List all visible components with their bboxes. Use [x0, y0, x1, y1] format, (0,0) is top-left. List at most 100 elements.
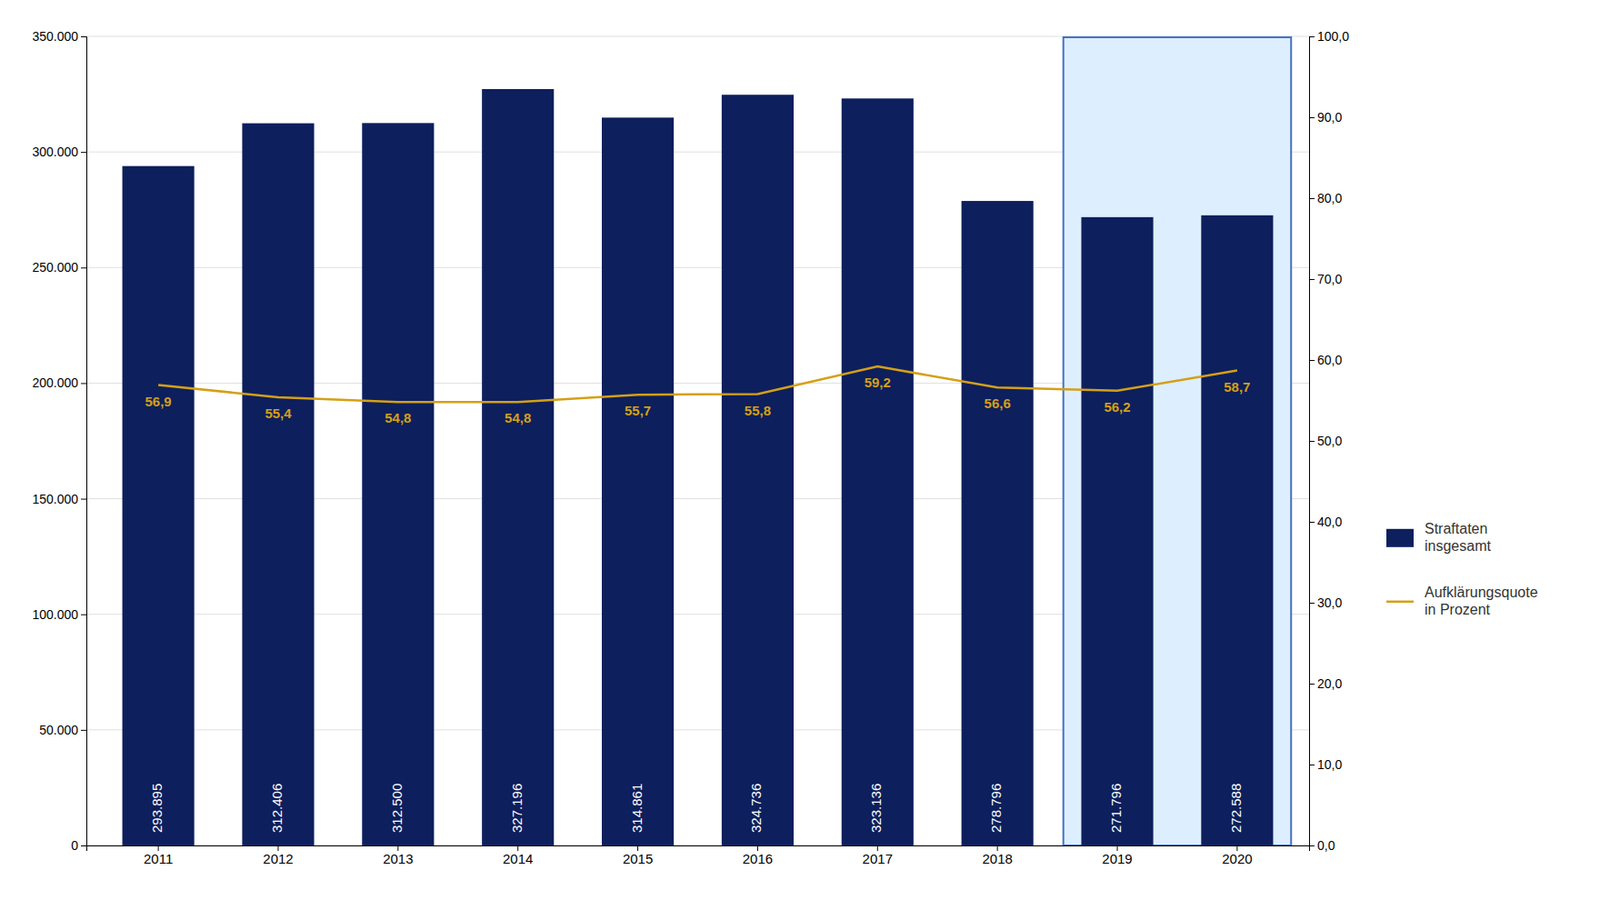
tick: 2012: [262, 845, 293, 867]
legend-label: Aufklärungsquotein Prozent: [1424, 584, 1539, 618]
bar-label: 323.136: [868, 783, 884, 833]
tick: 150.000: [31, 491, 87, 507]
line-label: 56,2: [1103, 399, 1130, 415]
tick-label: 100,0: [1317, 29, 1350, 44]
tick-label: 50,0: [1317, 433, 1342, 449]
x-axis: 2011201220132014201520162017201820192020: [87, 845, 1310, 867]
tick-label: 80,0: [1317, 190, 1342, 206]
tick-label: 2013: [382, 850, 413, 867]
y-axis: 0 50.000 100.000 150.000 200.000 250.000 300.0…: [31, 29, 87, 853]
tick-label: 2018: [981, 850, 1012, 867]
tick: 0: [70, 838, 87, 853]
tick-label: 100.000: [31, 607, 79, 622]
tick: 70,0: [1309, 271, 1342, 287]
tick: 2014: [502, 845, 533, 867]
line-label: 56,6: [984, 395, 1011, 411]
tick-mark: [1309, 845, 1315, 847]
tick-label: 200.000: [31, 375, 79, 390]
tick: 2019: [1101, 845, 1132, 867]
tick: 2011: [143, 845, 173, 867]
tick-label: 10,0: [1317, 757, 1342, 772]
tick-mark: [80, 36, 87, 38]
tick-mark: [1309, 198, 1315, 200]
tick-mark: [80, 267, 87, 269]
legend-swatch: [1386, 600, 1414, 604]
bar: [361, 122, 434, 846]
tick-label: 30,0: [1317, 595, 1342, 610]
bar-label: 272.588: [1228, 783, 1244, 833]
tick: 50.000: [39, 722, 87, 738]
tick-label: 40,0: [1317, 514, 1342, 530]
bar-label: 271.796: [1108, 783, 1124, 833]
tick: 100.000: [31, 607, 87, 622]
bar: [1080, 217, 1153, 846]
tick-label: 50.000: [39, 722, 79, 738]
tick-mark: [1309, 36, 1315, 38]
tick-label: 2011: [143, 850, 173, 867]
tick: 90,0: [1309, 110, 1342, 125]
tick-label: 20,0: [1317, 676, 1342, 691]
tick-label: 300.000: [31, 144, 79, 160]
tick-mark: [1309, 764, 1315, 766]
tick: 80,0: [1309, 190, 1342, 206]
highlight-box: [1063, 37, 1292, 846]
tick: 350.000: [31, 29, 87, 44]
tick-label: 70,0: [1317, 271, 1342, 287]
bar: [122, 166, 195, 846]
axis-line: [80, 37, 88, 847]
bar-label: 312.406: [269, 783, 285, 833]
tick: 2018: [981, 845, 1012, 867]
legend-item: Straftateninsgesamt: [1386, 520, 1491, 554]
line-label: 55,7: [624, 402, 651, 419]
bar-label: 324.736: [748, 783, 764, 833]
tick-label: 150.000: [31, 491, 79, 507]
bar: [481, 89, 554, 846]
tick-label: 2019: [1101, 850, 1132, 867]
tick-label: 350.000: [31, 29, 79, 44]
tick-mark: [80, 614, 87, 616]
tick-label: 250.000: [31, 260, 79, 275]
tick-mark: [1309, 602, 1315, 604]
tick-mark: [1309, 360, 1315, 361]
tick-label: 0,0: [1317, 838, 1336, 853]
tick-label: 2014: [502, 850, 533, 867]
tick-mark: [80, 730, 87, 731]
tick: 50,0: [1309, 433, 1342, 449]
tick-mark: [1309, 521, 1315, 523]
y2-axis: 0,0 10,0 20,0 30,0 40,0 50,0 60,0 70,0 80,0 90,0 1…: [1309, 29, 1350, 853]
tick-mark: [80, 151, 87, 153]
bar-label: 327.196: [509, 783, 525, 833]
bar-label: 293.895: [149, 783, 165, 833]
grid: [86, 36, 1310, 846]
tick: 2017: [862, 845, 893, 867]
tick: 300.000: [31, 144, 87, 160]
tick-mark: [1309, 683, 1315, 685]
data-labels: 293.895312.406312.500327.196314.861324.7…: [145, 374, 1251, 833]
bars: [122, 89, 1274, 846]
tick-mark: [80, 499, 87, 500]
marks: [122, 37, 1292, 846]
legend-swatch: [1386, 529, 1414, 548]
tick-mark: [1309, 117, 1315, 119]
line-label: 56,9: [145, 393, 172, 410]
legend: Straftateninsgesamt Aufklärungsquotein Pr…: [1386, 520, 1539, 618]
tick: 60,0: [1309, 352, 1342, 368]
legend-label: Straftateninsgesamt: [1424, 520, 1491, 554]
tick: 10,0: [1309, 757, 1342, 772]
plot: 293.895312.406312.500327.196314.861324.7…: [31, 29, 1350, 867]
tick: 2016: [742, 845, 773, 867]
axis-line: [1310, 37, 1316, 847]
tick-label: 2020: [1221, 850, 1252, 867]
line-label: 55,8: [744, 402, 771, 419]
tick-mark: [1309, 440, 1315, 442]
bar: [241, 123, 314, 846]
tick-mark: [80, 845, 87, 847]
line-label: 58,7: [1223, 379, 1250, 395]
bar: [721, 94, 794, 846]
line-label: 59,2: [864, 374, 891, 390]
bar-label: 278.796: [988, 783, 1004, 833]
tick: 0,0: [1309, 838, 1336, 853]
legend-item: Aufklärungsquotein Prozent: [1386, 584, 1539, 618]
bar: [841, 98, 914, 846]
line: [158, 366, 1238, 402]
